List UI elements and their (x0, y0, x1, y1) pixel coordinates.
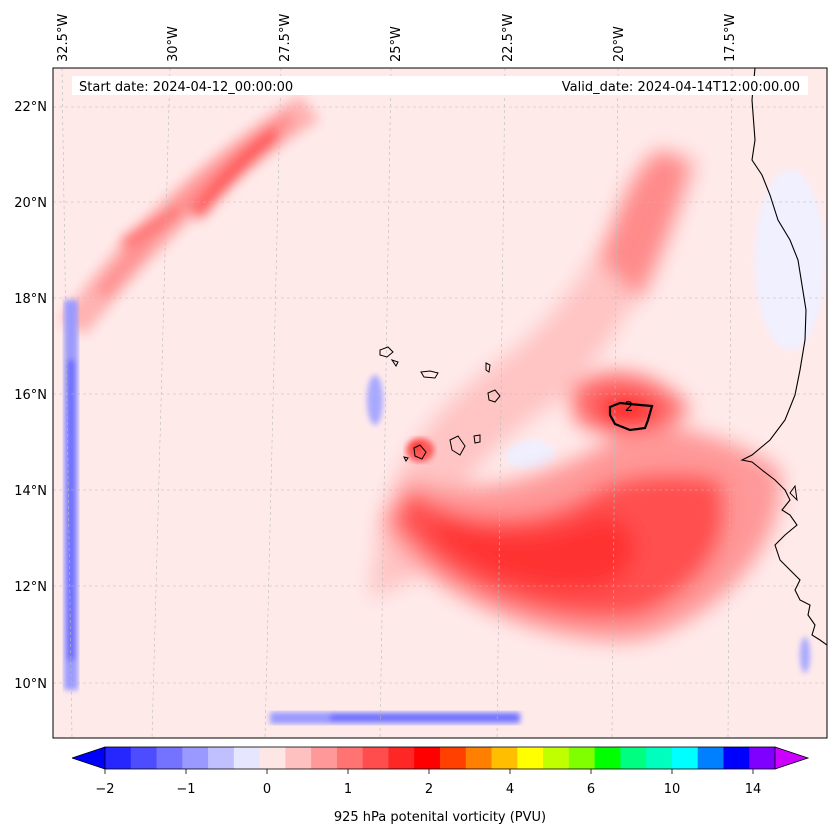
colorbar-outline (104, 746, 776, 770)
colorbar-cells (105, 747, 776, 769)
cb-tick-label: 6 (587, 782, 595, 797)
colorbar-cell (440, 747, 467, 769)
start-date: Start date: 2024-04-12_00:00:00 (79, 80, 293, 95)
colorbar-arrow-outline (71, 746, 810, 770)
colorbar-cell (620, 747, 647, 769)
colorbar-cell (517, 747, 544, 769)
cb-tick-label: 4 (506, 782, 514, 797)
lon-label-17-5w: 17.5°W (723, 14, 738, 62)
map-background (53, 68, 827, 738)
cb-tick-label: 0 (263, 782, 271, 797)
colorbar-tick-labels: −2 −1 0 1 2 4 6 10 14 (95, 782, 761, 797)
lat-label-20n: 20°N (14, 196, 47, 211)
colorbar-cell (311, 747, 338, 769)
colorbar-cell (259, 747, 286, 769)
colorbar-label: 925 hPa potenital vorticity (PVU) (334, 810, 546, 825)
colorbar-cell (105, 747, 132, 769)
lat-label-18n: 18°N (14, 292, 47, 307)
northwest-streaks (60, 95, 320, 335)
colorbar-cell (465, 747, 493, 769)
colorbar-cell (749, 747, 776, 769)
contour-label: 2 (625, 400, 633, 415)
coast-fragment (789, 484, 798, 502)
lat-label-22n: 22°N (14, 100, 47, 115)
africa-coastline (740, 68, 827, 646)
cb-tick-label: 2 (425, 782, 433, 797)
lon-label-25w: 25°W (389, 26, 404, 62)
cb-tick-label: 1 (344, 782, 352, 797)
graticule (53, 68, 827, 738)
lat-label-14n: 14°N (14, 484, 47, 499)
pv-contour-2 (608, 401, 654, 432)
south-negative-stripe (270, 712, 520, 724)
colorbar-min-extend (72, 747, 105, 769)
colorbar-cell (594, 747, 621, 769)
colorbar-cell (723, 747, 750, 769)
colorbar-cell (388, 747, 415, 769)
lon-label-30w: 30°W (166, 26, 181, 62)
cb-tick-label: −1 (176, 782, 195, 797)
colorbar-cell (543, 747, 570, 769)
lon-label-20w: 20°W (612, 26, 627, 62)
colorbar-cell (285, 747, 312, 769)
colorbar-cell (362, 747, 389, 769)
colorbar-cell (671, 747, 699, 769)
colorbar-ticks (104, 769, 754, 774)
lat-label-16n: 16°N (14, 388, 47, 403)
colorbar-cell (491, 747, 518, 769)
colorbar-cell (568, 747, 596, 769)
colorbar (71, 746, 810, 770)
lon-label-22-5w: 22.5°W (501, 14, 516, 62)
colorbar-cell (130, 747, 158, 769)
colorbar-cell (208, 747, 235, 769)
latitude-labels: 22°N 20°N 18°N 16°N 14°N 12°N 10°N (14, 100, 47, 692)
lon-label-27-5w: 27.5°W (278, 14, 293, 62)
header-strip (72, 76, 808, 95)
lat-label-10n: 10°N (14, 677, 47, 692)
colorbar-cell (697, 747, 724, 769)
colorbar-cell (182, 747, 209, 769)
colorbar-cell (646, 747, 673, 769)
lat-label-12n: 12°N (14, 580, 47, 595)
cb-tick-label: −2 (95, 782, 114, 797)
cb-tick-label: 14 (745, 782, 762, 797)
colorbar-cell (414, 747, 441, 769)
map-frame (52, 67, 828, 739)
negative-patches (367, 170, 825, 673)
west-negative-stripe (64, 300, 78, 690)
colorbar-cell (233, 747, 261, 769)
longitude-labels: 32.5°W 30°W 27.5°W 25°W 22.5°W 20°W 17.5… (56, 14, 738, 62)
lon-label-32-5w: 32.5°W (56, 14, 71, 62)
cape-verde-islands (379, 346, 501, 462)
colorbar-cell (156, 747, 183, 769)
colorbar-max-extend (775, 747, 808, 769)
cb-tick-label: 10 (664, 782, 681, 797)
valid-date: Valid_date: 2024-04-14T12:00:00.00 (562, 80, 800, 95)
colorbar-cell (336, 747, 364, 769)
pv-field (53, 68, 827, 738)
